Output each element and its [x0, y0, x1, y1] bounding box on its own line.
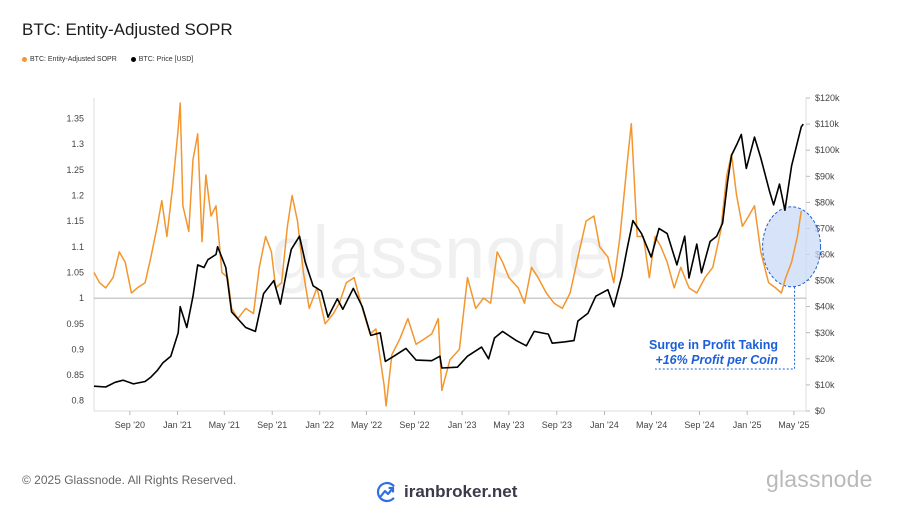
legend-sopr-label: BTC: Entity-Adjusted SOPR — [30, 56, 117, 63]
price-line — [93, 123, 804, 388]
x-tick-label: May '25 — [778, 420, 809, 430]
x-tick-label: Sep '22 — [399, 420, 429, 430]
watermark: glassnode — [271, 211, 608, 294]
y-right-tick-label: $40k — [815, 302, 835, 312]
annotation-line-1: Surge in Profit Taking — [649, 338, 778, 352]
y-left-tick-label: 0.95 — [66, 319, 84, 329]
trend-arrow-icon — [376, 481, 398, 503]
y-right-tick-label: $0 — [815, 406, 825, 416]
y-left-tick-label: 0.8 — [71, 396, 84, 406]
y-left-tick-label: 1.1 — [71, 242, 84, 252]
legend-item-price[interactable]: BTC: Price [USD] — [130, 56, 194, 63]
y-right-tick-label: $70k — [815, 223, 835, 233]
y-right-tick-label: $60k — [815, 250, 835, 260]
y-left-tick-label: 1.35 — [66, 114, 84, 124]
legend-price-swatch — [130, 57, 136, 62]
legend-sopr-swatch — [22, 57, 27, 62]
legend-price-label: BTC: Price [USD] — [138, 56, 194, 63]
sopr-line — [93, 102, 803, 407]
y-left-tick-label: 1.25 — [66, 165, 84, 175]
x-tick-label: May '22 — [351, 420, 382, 430]
x-tick-label: Sep '20 — [115, 420, 145, 430]
y-left-tick-label: 0.85 — [66, 370, 84, 380]
y-left-tick-label: 1.2 — [71, 190, 84, 200]
y-left-tick-label: 0.9 — [71, 344, 84, 354]
legend: BTC: Entity-Adjusted SOPR BTC: Price [US… — [22, 56, 193, 63]
x-tick-label: Jan '25 — [733, 420, 762, 430]
annotation-line-2: +16% Profit per Coin — [655, 353, 778, 367]
y-left-tick-label: 1.15 — [66, 216, 84, 226]
y-right-tick-label: $30k — [815, 328, 835, 338]
y-right-tick-label: $10k — [815, 380, 835, 390]
logo-text: iranbroker.net — [404, 482, 518, 501]
x-tick-label: Jan '22 — [305, 420, 334, 430]
annotation-label: Surge in Profit Taking +16% Profit per C… — [640, 338, 778, 367]
x-tick-label: Jan '21 — [163, 420, 192, 430]
highlight-ellipse — [762, 206, 822, 288]
y-left-tick-label: 1.05 — [66, 267, 84, 277]
y-left-tick-label: 1.3 — [71, 139, 84, 149]
y-left-tick-label: 1 — [79, 293, 84, 303]
glassnode-brand: glassnode — [766, 466, 873, 492]
x-tick-label: Sep '24 — [684, 420, 714, 430]
x-tick-label: May '23 — [493, 420, 524, 430]
x-tick-label: May '24 — [636, 420, 667, 430]
y-right-tick-label: $110k — [815, 119, 839, 129]
iranbroker-logo[interactable]: iranbroker.net — [376, 481, 517, 503]
x-tick-label: Jan '23 — [448, 420, 477, 430]
y-right-tick-label: $80k — [815, 197, 835, 207]
x-tick-label: Sep '23 — [542, 420, 572, 430]
y-right-tick-label: $90k — [815, 171, 835, 181]
y-right-tick-label: $50k — [815, 276, 835, 286]
chart-title: BTC: Entity-Adjusted SOPR — [22, 20, 233, 39]
legend-item-sopr[interactable]: BTC: Entity-Adjusted SOPR — [22, 56, 117, 63]
y-right-tick-label: $20k — [815, 354, 835, 364]
copyright-text: © 2025 Glassnode. All Rights Reserved. — [22, 473, 237, 487]
y-right-tick-label: $120k — [815, 93, 840, 103]
y-right-tick-label: $100k — [815, 145, 840, 155]
x-tick-label: May '21 — [209, 420, 240, 430]
x-tick-label: Sep '21 — [257, 420, 287, 430]
x-tick-label: Jan '24 — [590, 420, 619, 430]
